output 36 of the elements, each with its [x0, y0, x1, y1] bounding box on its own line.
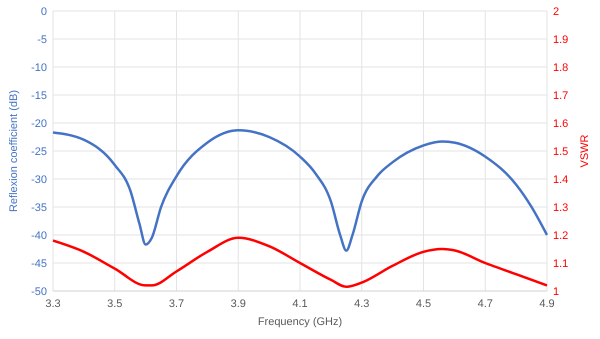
x-tick-label: 4.3: [354, 298, 370, 310]
y-tick-label: -35: [31, 202, 47, 214]
x-tick-label: 4.1: [292, 298, 308, 310]
y-tick-label: -25: [31, 146, 47, 158]
y2-tick-label: 1.3: [553, 202, 568, 214]
y2-tick-label: 1.1: [553, 258, 568, 270]
y-axis-title: Reflexion coefficient (dB): [8, 90, 20, 212]
y-tick-label: -20: [31, 118, 47, 130]
y2-tick-label: 1.9: [553, 34, 568, 46]
y2-tick-label: 2: [553, 6, 560, 18]
line-series: [52, 129, 548, 252]
y2-axis-title: VSWR: [579, 134, 591, 168]
y-tick-label: -10: [31, 62, 47, 74]
y2-tick-label: 1.2: [553, 230, 568, 242]
line-series: [52, 236, 548, 288]
y-tick-label: -5: [37, 34, 47, 46]
y-tick-label: -30: [31, 174, 47, 186]
x-tick-label: 3.9: [230, 298, 246, 310]
y2-tick-label: 1.5: [553, 146, 568, 158]
y2-tick-label: 1: [553, 286, 560, 298]
y2-tick-label: 1.8: [553, 62, 568, 74]
y-tick-label: 0: [40, 6, 47, 18]
x-tick-label: 3.7: [168, 298, 184, 310]
x-tick-label: 3.3: [45, 298, 61, 310]
y-tick-label: -50: [31, 286, 47, 298]
y2-tick-label: 1.4: [553, 174, 568, 186]
x-tick-label: 4.7: [478, 298, 493, 310]
x-tick-label: 4.5: [416, 298, 432, 310]
y-tick-label: -40: [31, 230, 47, 242]
x-tick-label: 3.5: [107, 298, 122, 310]
y2-tick-label: 1.6: [553, 118, 568, 130]
x-tick-label: 4.9: [539, 298, 555, 310]
x-axis-title: Frequency (GHz): [258, 316, 342, 328]
y-tick-label: -45: [31, 258, 47, 270]
y-tick-label: -15: [31, 90, 47, 102]
y2-tick-label: 1.7: [553, 90, 568, 102]
